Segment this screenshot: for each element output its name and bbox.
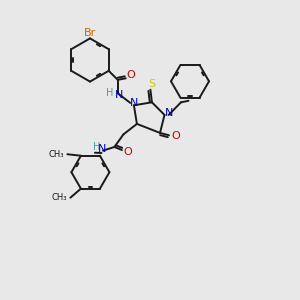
Text: N: N [98, 144, 106, 154]
Text: O: O [126, 70, 135, 80]
Text: CH₃: CH₃ [51, 193, 67, 202]
Text: O: O [124, 146, 132, 157]
Text: H: H [106, 88, 113, 98]
Text: Br: Br [84, 28, 96, 38]
Text: CH₃: CH₃ [48, 150, 64, 159]
Text: O: O [171, 131, 180, 141]
Text: H: H [93, 142, 100, 152]
Text: N: N [115, 90, 123, 100]
Text: S: S [148, 79, 155, 89]
Text: N: N [164, 108, 173, 118]
Text: N: N [130, 98, 138, 108]
